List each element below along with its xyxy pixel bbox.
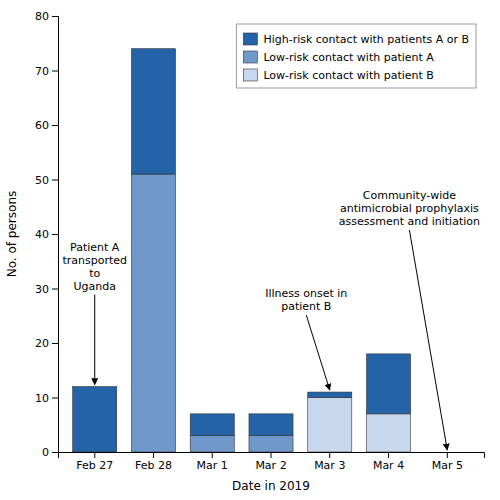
x-tick: Feb 27	[76, 452, 113, 472]
legend-label: Low-risk contact with patient A	[263, 51, 434, 64]
bar-series	[131, 174, 293, 452]
y-tick-label: 60	[35, 119, 49, 132]
bar	[308, 398, 352, 453]
x-tick-mark	[94, 452, 95, 458]
annotation: Community-wideantimicrobial prophylaxisa…	[339, 189, 480, 228]
annotation-line: assessment and initiation	[339, 215, 480, 228]
y-tick: 50	[35, 174, 58, 187]
y-tick-mark	[52, 180, 58, 181]
y-tick-label: 70	[35, 65, 49, 78]
x-tick: Mar 2	[255, 452, 286, 472]
bar	[425, 452, 469, 453]
bar	[249, 414, 293, 436]
y-tick: 80	[35, 10, 58, 23]
x-tick-label: Mar 1	[197, 459, 228, 472]
plot-area	[73, 49, 411, 452]
y-tick: 40	[35, 228, 58, 241]
x-axis-title: Date in 2019	[232, 479, 310, 493]
annotation-line: to	[89, 267, 100, 280]
legend-swatch	[243, 69, 257, 81]
annotation-line: Patient A	[70, 241, 120, 254]
y-tick: 60	[35, 119, 58, 132]
bar	[73, 387, 117, 452]
y-tick-label: 0	[42, 446, 49, 459]
y-axis-title: No. of persons	[5, 191, 19, 278]
x-tick: Mar 4	[373, 452, 404, 472]
x-tick: Feb 28	[135, 452, 172, 472]
y-tick: 70	[35, 65, 58, 78]
annotation-line: Illness onset in	[265, 287, 347, 300]
bar-series	[73, 49, 411, 452]
y-tick-label: 80	[35, 10, 49, 23]
x-tick-mark	[447, 452, 448, 458]
y-tick-mark	[52, 71, 58, 72]
x-tick-label: Mar 5	[432, 459, 463, 472]
annotation-line: Community-wide	[363, 189, 456, 202]
y-tick-label: 30	[35, 283, 49, 296]
x-tick-mark	[212, 452, 213, 458]
x-tick-mark	[388, 452, 389, 458]
y-axis-line	[52, 17, 59, 453]
bar	[366, 354, 410, 414]
x-tick-label: Feb 28	[135, 459, 172, 472]
y-tick-mark	[52, 452, 58, 453]
y-tick: 20	[35, 337, 58, 350]
annotation-line: transported	[62, 254, 127, 267]
legend-swatch	[243, 51, 257, 63]
y-axis: 0 10 20 30 40 50 60 70 80	[35, 10, 59, 459]
y-tick-label: 20	[35, 337, 49, 350]
bar	[190, 414, 234, 436]
x-tick-label: Feb 27	[76, 459, 113, 472]
bar	[190, 436, 234, 452]
x-tick-label: Mar 2	[255, 459, 286, 472]
annotation-arrow	[94, 295, 95, 385]
bar	[249, 436, 293, 452]
bar	[131, 49, 175, 174]
legend-box	[236, 24, 476, 88]
legend: High-risk contact with patients A or B Lo…	[236, 24, 476, 88]
y-tick: 10	[35, 392, 58, 405]
x-tick-mark	[329, 452, 330, 458]
x-tick-label: Mar 4	[373, 459, 404, 472]
bar	[131, 174, 175, 452]
y-tick-label: 10	[35, 392, 49, 405]
annotation-arrow	[409, 230, 447, 450]
x-tick-mark	[271, 452, 272, 458]
annotation: Illness onset inpatient B	[265, 287, 347, 313]
y-tick-label: 50	[35, 174, 49, 187]
y-tick-mark	[52, 125, 58, 126]
bar	[425, 452, 469, 453]
x-tick: Mar 1	[197, 452, 228, 472]
bar	[425, 452, 469, 453]
y-tick-mark	[52, 398, 58, 399]
annotation-line: Uganda	[73, 280, 115, 293]
x-axis-line	[59, 453, 485, 459]
y-tick-mark	[52, 289, 58, 290]
annotation-arrow	[306, 315, 330, 390]
legend-label: High-risk contact with patients A or B	[263, 33, 469, 46]
annotation-line: antimicrobial prophylaxis	[340, 202, 479, 215]
x-tick-label: Mar 3	[314, 459, 345, 472]
annotation-line: patient B	[281, 300, 331, 313]
y-tick-mark	[52, 343, 58, 344]
x-axis: Feb 27 Feb 28 Mar 1 Mar 2 Mar 3 Mar 4 Mar 5	[59, 452, 485, 472]
bar	[308, 392, 352, 397]
y-tick: 30	[35, 283, 58, 296]
x-tick: Mar 5	[432, 452, 463, 472]
y-tick-label: 40	[35, 228, 49, 241]
legend-swatch	[243, 33, 257, 45]
y-tick-mark	[52, 16, 58, 17]
annotations: Patient AtransportedtoUganda Illness onse…	[62, 189, 480, 450]
annotation: Patient AtransportedtoUganda	[62, 241, 127, 293]
legend-label: Low-risk contact with patient B	[263, 69, 434, 82]
x-tick: Mar 3	[314, 452, 345, 472]
bar	[366, 414, 410, 452]
y-tick: 0	[42, 446, 58, 459]
chart: Feb 27 Feb 28 Mar 1 Mar 2 Mar 3 Mar 4 Mar 5 0 10…	[0, 0, 500, 500]
x-tick-mark	[153, 452, 154, 458]
y-tick-mark	[52, 234, 58, 235]
